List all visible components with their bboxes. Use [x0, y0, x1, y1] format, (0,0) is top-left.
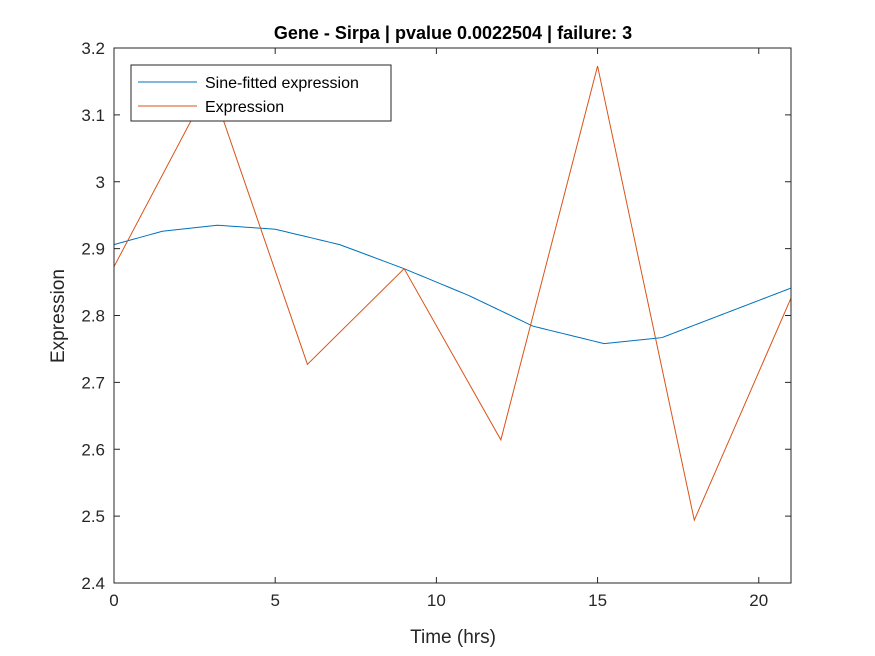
x-tick-label: 15 [588, 591, 607, 610]
x-tick-label: 20 [749, 591, 768, 610]
y-tick-label: 2.8 [81, 307, 105, 326]
legend-box [130, 64, 392, 122]
x-axis-label: Time (hrs) [410, 627, 496, 648]
x-tick-label: 0 [109, 591, 118, 610]
y-tick-label: 3.2 [81, 39, 105, 58]
y-tick-label: 2.4 [81, 574, 105, 593]
y-axis: 2.4 2.5 2.6 2.7 2.8 2.9 3 3.1 3.2 [81, 39, 791, 593]
plot-area [114, 48, 791, 583]
y-tick-label: 2.6 [81, 440, 105, 459]
y-tick-label: 2.9 [81, 240, 105, 259]
series-layer [113, 65, 792, 522]
x-tick-label: 10 [427, 591, 446, 610]
series-line-expression [113, 65, 792, 522]
x-axis: 0 5 10 15 20 [109, 48, 768, 610]
series-line-sine-fitted [113, 224, 792, 345]
legend-entry-expression: Expression [205, 99, 284, 116]
y-axis-label: Expression [48, 269, 69, 363]
x-tick-label: 5 [270, 591, 279, 610]
y-tick-label: 3 [96, 173, 105, 192]
legend: Sine-fitted expression Expression [130, 64, 392, 122]
y-tick-label: 2.5 [81, 507, 105, 526]
y-tick-label: 3.1 [81, 106, 105, 125]
y-tick-label: 2.7 [81, 373, 105, 392]
legend-entry-sine-fitted: Sine-fitted expression [205, 75, 359, 92]
chart-title: Gene - Sirpa | pvalue 0.0022504 | failur… [274, 23, 632, 43]
